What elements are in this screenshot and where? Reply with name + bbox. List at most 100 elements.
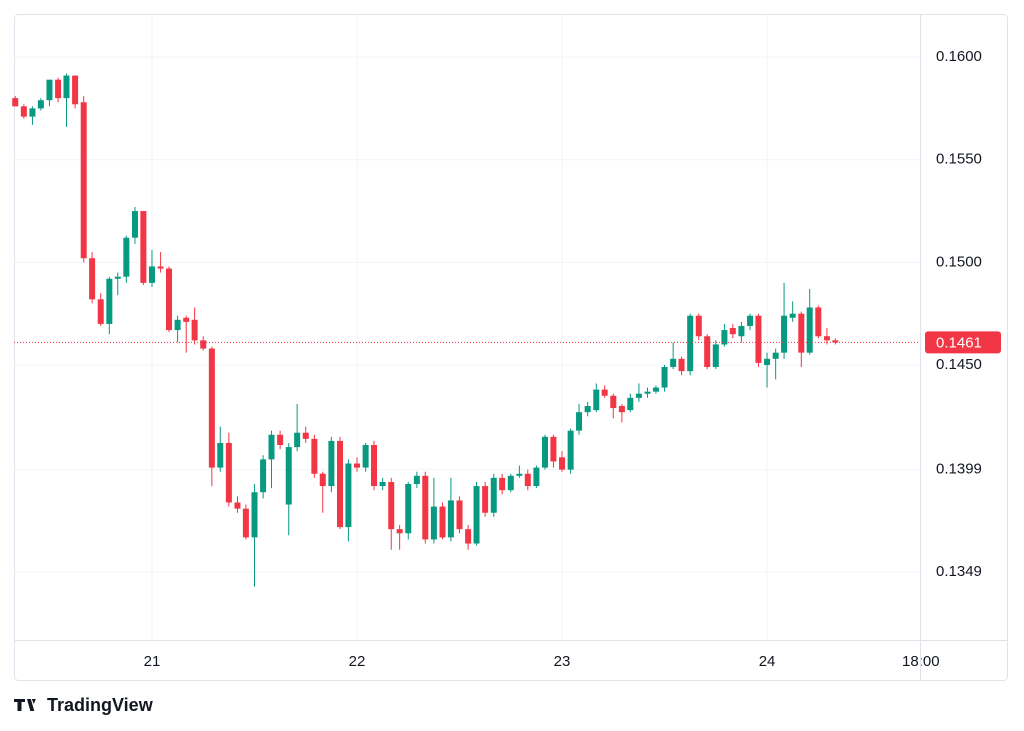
candle-body xyxy=(106,278,113,324)
candle-body xyxy=(277,434,284,446)
candle-body xyxy=(516,473,523,476)
candle-body xyxy=(542,436,549,468)
candle-body xyxy=(507,475,514,491)
candle-body xyxy=(798,313,805,353)
candle-body xyxy=(174,319,181,331)
x-tick-label: 24 xyxy=(759,653,776,670)
candle-body xyxy=(225,442,232,503)
candle-body xyxy=(191,319,198,341)
candle-body xyxy=(747,315,754,326)
x-tick-label: 23 xyxy=(554,653,571,670)
y-tick-label: 0.1349 xyxy=(936,563,982,580)
candle-body xyxy=(584,406,591,413)
candle-body xyxy=(183,317,190,322)
candle-body xyxy=(661,367,668,388)
candle-body xyxy=(388,481,395,530)
last-price-label: 0.1461 xyxy=(936,334,982,351)
candle-body xyxy=(430,506,437,540)
candle-body xyxy=(311,438,318,474)
candle-body xyxy=(396,529,403,534)
candle-body xyxy=(345,463,352,528)
x-tick-label: 21 xyxy=(144,653,161,670)
candle-body xyxy=(721,330,728,345)
candle-body xyxy=(208,348,215,468)
candle-body xyxy=(319,473,326,487)
candle-body xyxy=(80,102,87,259)
candle-body xyxy=(294,432,301,448)
candle-body xyxy=(652,387,659,392)
candle-body xyxy=(601,389,608,396)
candle-body xyxy=(815,307,822,337)
candle-body xyxy=(490,477,497,513)
candle-body xyxy=(687,315,694,372)
candle-body xyxy=(781,315,788,353)
candle-body xyxy=(447,500,454,538)
candle-body xyxy=(165,268,172,331)
candle-body xyxy=(55,79,62,99)
candle-body xyxy=(20,106,27,117)
x-tick-label: 22 xyxy=(349,653,366,670)
candle-body xyxy=(704,336,711,368)
candle-body xyxy=(670,358,677,368)
candle-body xyxy=(695,315,702,337)
candle-body xyxy=(260,459,267,493)
candle-body xyxy=(559,457,566,470)
candle-body xyxy=(465,529,472,544)
candle-body xyxy=(635,393,642,398)
y-tick-label: 0.1399 xyxy=(936,461,982,478)
candle-body xyxy=(524,473,531,487)
candle-body xyxy=(131,211,138,238)
candle-body xyxy=(482,486,489,513)
candle-body xyxy=(328,440,335,487)
candle-body xyxy=(140,211,147,283)
candle-body xyxy=(618,406,625,413)
candle-body xyxy=(456,500,463,530)
candle-body xyxy=(567,430,574,470)
candle-body xyxy=(644,391,651,394)
chart-frame xyxy=(14,14,1008,681)
candle-body xyxy=(89,258,96,300)
logo: TradingView xyxy=(14,695,154,715)
y-tick-label: 0.1600 xyxy=(936,48,982,65)
candle-body xyxy=(242,508,249,538)
candle-body xyxy=(738,325,745,337)
candle-body xyxy=(772,352,779,359)
candle-body xyxy=(379,481,386,487)
candle-body xyxy=(755,315,762,363)
candle-body xyxy=(37,100,44,109)
candle-body xyxy=(405,484,412,534)
candle-body xyxy=(499,477,506,491)
candle-body xyxy=(627,397,634,411)
candle-body xyxy=(533,467,540,487)
candle-body xyxy=(12,98,19,107)
candles xyxy=(12,73,839,587)
candle-body xyxy=(123,237,130,277)
candle-body xyxy=(806,307,813,353)
candle-body xyxy=(550,436,557,462)
candle-body xyxy=(63,75,70,99)
candle-body xyxy=(157,266,164,269)
candle-body xyxy=(576,412,583,431)
candle-body xyxy=(217,442,224,468)
candle-body xyxy=(200,340,207,349)
candle-body xyxy=(610,395,617,409)
candle-body xyxy=(354,463,361,468)
candle-body xyxy=(234,502,241,509)
candle-body xyxy=(678,358,685,372)
candle-body xyxy=(729,328,736,335)
candle-body xyxy=(712,344,719,368)
last-price-badge xyxy=(925,331,1001,354)
candle-body xyxy=(268,434,275,460)
candle-body xyxy=(285,447,292,505)
candle-body xyxy=(789,313,796,318)
candle-body xyxy=(473,486,480,544)
candle-body xyxy=(114,276,121,279)
y-tick-label: 0.1550 xyxy=(936,151,982,168)
candle-body xyxy=(302,432,309,439)
candle-body xyxy=(336,440,343,528)
candle-body xyxy=(29,108,36,117)
candle-body xyxy=(148,266,155,283)
candle-body xyxy=(371,445,378,487)
